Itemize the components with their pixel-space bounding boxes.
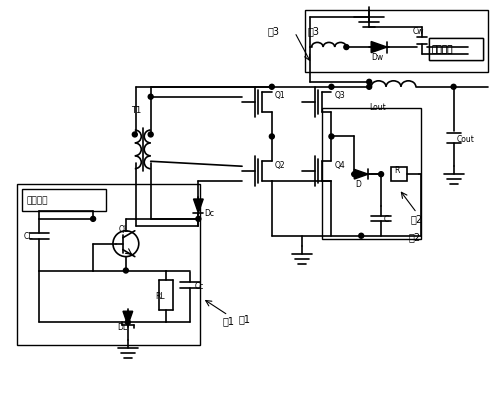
- Circle shape: [366, 85, 372, 90]
- Circle shape: [329, 85, 334, 90]
- Text: Cout: Cout: [456, 135, 474, 144]
- Circle shape: [90, 217, 96, 222]
- Text: CL: CL: [24, 232, 33, 241]
- Text: Q3: Q3: [334, 91, 345, 100]
- Bar: [16, 184, 200, 345]
- Text: Dw: Dw: [371, 53, 384, 61]
- Text: 框1: 框1: [222, 315, 234, 325]
- Circle shape: [270, 135, 274, 140]
- Text: Lout: Lout: [369, 103, 386, 112]
- Text: Q4: Q4: [334, 160, 345, 169]
- Bar: [322, 108, 421, 239]
- Circle shape: [132, 133, 138, 138]
- Text: Dc: Dc: [204, 209, 214, 218]
- Text: 稳态供电: 稳态供电: [432, 45, 453, 55]
- Circle shape: [196, 217, 201, 222]
- Polygon shape: [354, 170, 368, 180]
- Bar: [429, 39, 484, 61]
- Polygon shape: [194, 200, 203, 213]
- Circle shape: [358, 234, 364, 239]
- Circle shape: [126, 320, 130, 325]
- Polygon shape: [371, 43, 387, 53]
- Text: C: C: [384, 215, 390, 224]
- Text: D: D: [356, 179, 361, 188]
- Text: Q1: Q1: [275, 91, 285, 100]
- Text: RL: RL: [156, 291, 166, 300]
- Text: 启动供电: 启动供电: [26, 196, 48, 205]
- Text: DL: DL: [117, 322, 127, 331]
- Circle shape: [148, 133, 153, 138]
- Text: Cw: Cw: [413, 26, 424, 36]
- Text: 框1: 框1: [238, 314, 250, 323]
- Circle shape: [366, 80, 372, 85]
- Text: 稳态供电: 稳态供电: [432, 45, 453, 55]
- Polygon shape: [123, 312, 132, 325]
- Circle shape: [344, 45, 349, 51]
- Circle shape: [270, 85, 274, 90]
- Text: 框2: 框2: [411, 213, 423, 223]
- Text: 框3: 框3: [308, 26, 320, 36]
- Text: Cc: Cc: [194, 281, 204, 290]
- Circle shape: [148, 95, 153, 100]
- Text: Q2: Q2: [275, 160, 285, 169]
- Circle shape: [124, 268, 128, 273]
- Text: 框2: 框2: [409, 231, 421, 241]
- Bar: [304, 11, 488, 73]
- Text: T1: T1: [131, 106, 141, 115]
- Text: R: R: [394, 165, 400, 174]
- Bar: [22, 190, 106, 211]
- Text: QL: QL: [119, 225, 129, 234]
- Circle shape: [378, 172, 384, 177]
- Circle shape: [329, 135, 334, 140]
- Bar: [429, 39, 484, 61]
- Bar: [391, 168, 407, 182]
- Circle shape: [451, 85, 456, 90]
- Circle shape: [352, 172, 357, 177]
- Text: 框3: 框3: [268, 26, 280, 36]
